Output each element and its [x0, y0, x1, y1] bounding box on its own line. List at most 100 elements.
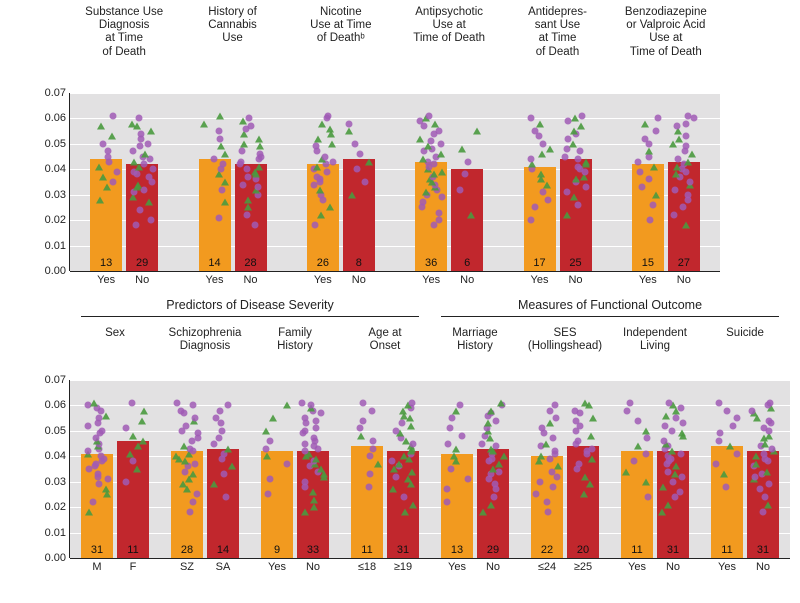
- point-triangle: [537, 171, 545, 178]
- point-circle: [190, 402, 197, 409]
- point-circle: [105, 476, 112, 483]
- y-tick-label: 0.04: [45, 163, 70, 175]
- point-circle: [532, 491, 539, 498]
- point-circle: [183, 422, 190, 429]
- point-circle: [665, 468, 672, 475]
- point-circle: [643, 435, 650, 442]
- point-triangle: [452, 445, 460, 452]
- point-circle: [219, 161, 226, 168]
- x-tick-label: Yes: [199, 271, 231, 286]
- point-circle: [685, 191, 692, 198]
- point-triangle: [404, 476, 412, 483]
- point-circle: [138, 130, 145, 137]
- point-circle: [192, 415, 199, 422]
- point-circle: [313, 173, 320, 180]
- point-circle: [110, 112, 117, 119]
- point-triangle: [473, 128, 481, 135]
- point-circle: [298, 399, 305, 406]
- point-triangle: [95, 163, 103, 170]
- point-triangle: [650, 163, 658, 170]
- point-circle: [724, 407, 731, 414]
- point-triangle: [224, 445, 232, 452]
- point-circle: [634, 417, 641, 424]
- point-circle: [322, 153, 329, 160]
- x-tick-label: ≥25: [567, 558, 599, 573]
- bar-n-label: 31: [657, 544, 689, 556]
- point-triangle: [662, 412, 670, 419]
- point-circle: [645, 493, 652, 500]
- point-triangle: [588, 455, 596, 462]
- point-triangle: [634, 443, 642, 450]
- x-tick-label: No: [747, 558, 779, 573]
- point-triangle: [244, 196, 252, 203]
- point-triangle: [580, 491, 588, 498]
- point-circle: [551, 448, 558, 455]
- point-circle: [135, 115, 142, 122]
- point-triangle: [240, 140, 248, 147]
- point-triangle: [458, 145, 466, 152]
- point-circle: [360, 399, 367, 406]
- section-rule: [81, 316, 419, 317]
- bar-n-label: 28: [171, 544, 203, 556]
- y-tick-label: 0.03: [45, 476, 70, 488]
- x-tick-label: No: [126, 271, 158, 286]
- point-triangle: [437, 151, 445, 158]
- point-triangle: [345, 128, 353, 135]
- bar-n-label: 14: [207, 544, 239, 556]
- point-circle: [630, 458, 637, 465]
- point-circle: [762, 493, 769, 500]
- point-circle: [637, 168, 644, 175]
- point-circle: [686, 179, 693, 186]
- point-circle: [491, 493, 498, 500]
- point-circle: [437, 140, 444, 147]
- point-triangle: [581, 399, 589, 406]
- point-circle: [361, 179, 368, 186]
- point-circle: [218, 427, 225, 434]
- panel-title: History of Cannabis Use: [183, 6, 283, 46]
- point-circle: [682, 143, 689, 150]
- point-triangle: [200, 120, 208, 127]
- point-triangle: [301, 509, 309, 516]
- bar-n-label: 27: [668, 257, 700, 269]
- point-circle: [370, 438, 377, 445]
- point-circle: [674, 156, 681, 163]
- point-circle: [749, 407, 756, 414]
- point-circle: [99, 140, 106, 147]
- x-tick-label: No: [668, 271, 700, 286]
- bar-n-label: 26: [307, 257, 339, 269]
- point-triangle: [422, 189, 430, 196]
- point-circle: [646, 217, 653, 224]
- point-circle: [110, 179, 117, 186]
- point-circle: [104, 148, 111, 155]
- point-triangle: [244, 204, 252, 211]
- point-triangle: [313, 163, 321, 170]
- point-circle: [457, 186, 464, 193]
- bar: 8: [343, 159, 375, 271]
- bar-n-label: 31: [81, 544, 113, 556]
- point-circle: [527, 156, 534, 163]
- point-triangle: [487, 501, 495, 508]
- point-triangle: [678, 430, 686, 437]
- bar-n-label: 11: [711, 544, 743, 556]
- point-circle: [301, 415, 308, 422]
- x-tick-label: No: [343, 271, 375, 286]
- point-circle: [672, 186, 679, 193]
- point-triangle: [221, 199, 229, 206]
- point-circle: [398, 420, 405, 427]
- bar-n-label: 22: [531, 544, 563, 556]
- bar: 22: [531, 456, 563, 558]
- point-triangle: [262, 427, 270, 434]
- y-tick-label: 0.06: [45, 112, 70, 124]
- bar: 13: [441, 454, 473, 558]
- point-circle: [639, 184, 646, 191]
- point-circle: [123, 425, 130, 432]
- point-circle: [301, 427, 308, 434]
- point-circle: [436, 128, 443, 135]
- point-circle: [496, 468, 503, 475]
- point-circle: [683, 120, 690, 127]
- point-circle: [492, 481, 499, 488]
- point-triangle: [134, 181, 142, 188]
- point-circle: [716, 399, 723, 406]
- point-circle: [130, 148, 137, 155]
- point-circle: [674, 123, 681, 130]
